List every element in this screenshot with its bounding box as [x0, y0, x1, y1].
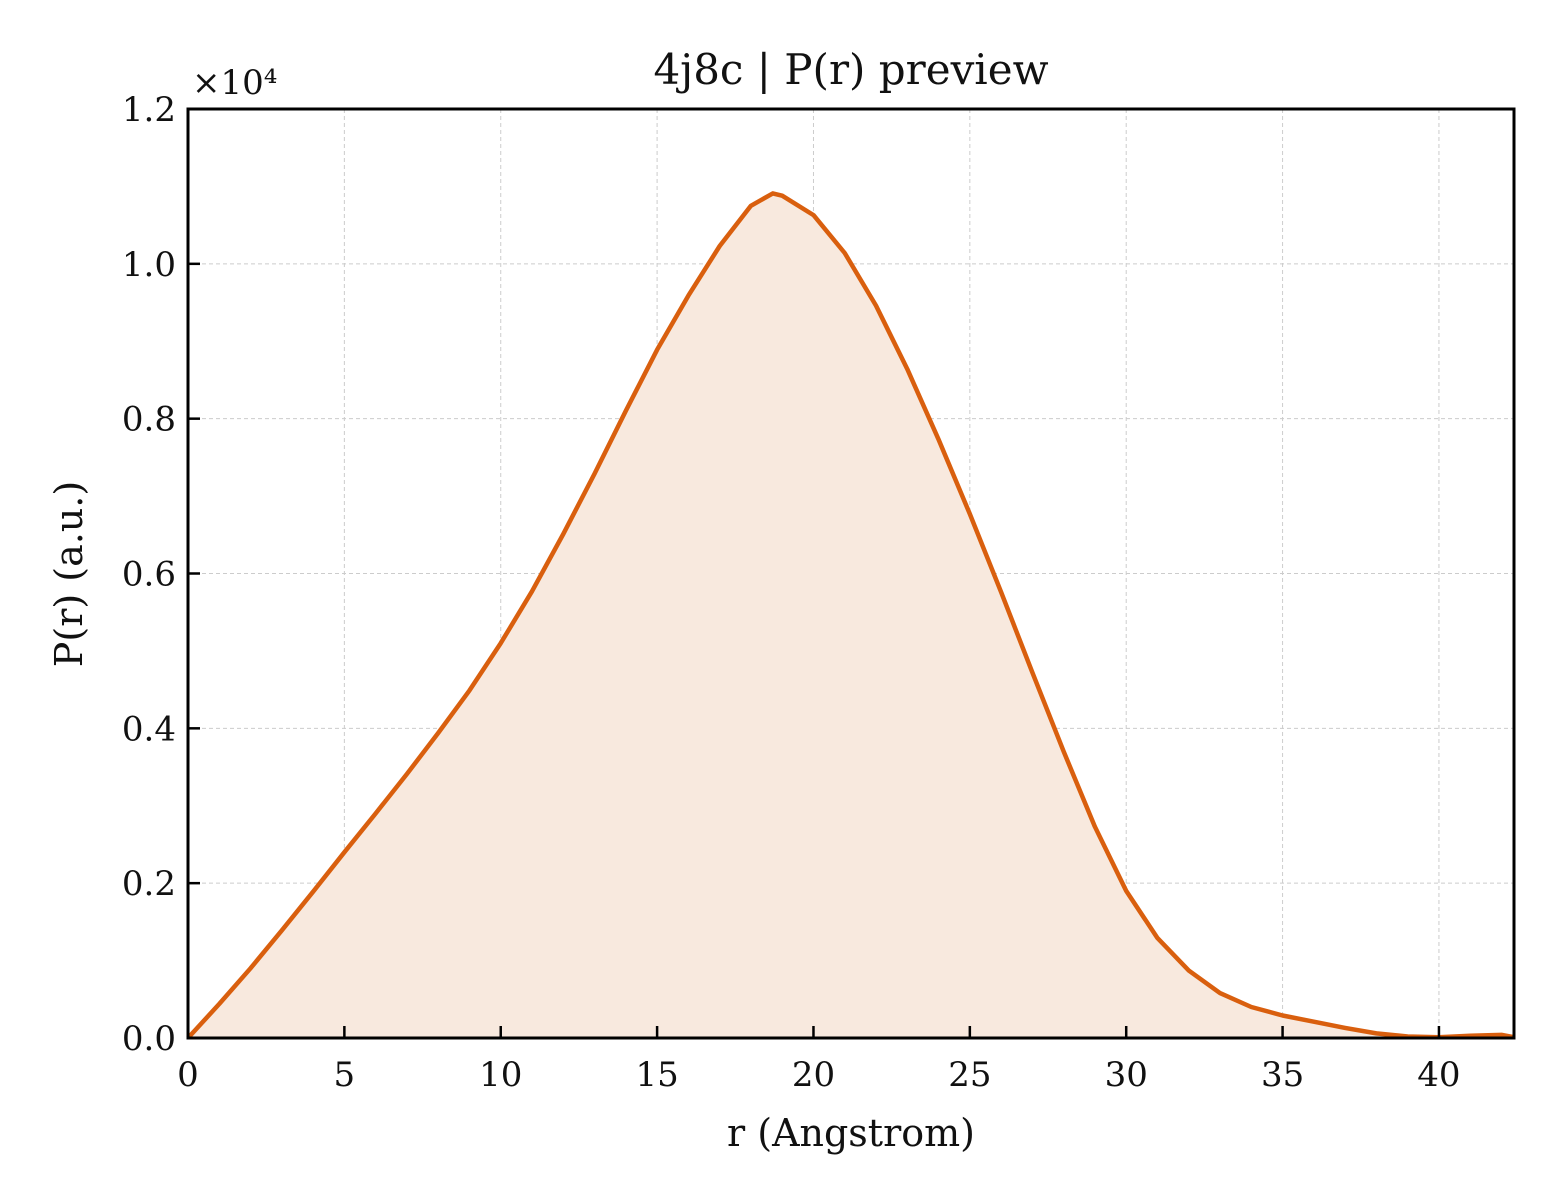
chart-title: 4j8c | P(r) preview: [653, 45, 1048, 94]
x-tick-label: 35: [1261, 1055, 1304, 1095]
y-tick-label: 1.2: [122, 90, 176, 130]
y-tick-labels: 0.0 0.2 0.4 0.6 0.8 1.0 1.2: [122, 90, 176, 1059]
x-tick-labels: 0 5 10 15 20 25 30 35 40: [177, 1055, 1460, 1095]
y-tick-label: 0.4: [122, 709, 176, 749]
y-tick-label: 0.0: [122, 1019, 176, 1059]
y-tick-label: 0.2: [122, 864, 176, 904]
x-axis-label: r (Angstrom): [727, 1111, 975, 1155]
x-tick-label: 5: [334, 1055, 356, 1095]
x-tick-label: 0: [177, 1055, 199, 1095]
pr-area-fill: [188, 193, 1514, 1038]
axis-ticks: [186, 107, 1441, 1040]
x-tick-label: 15: [635, 1055, 678, 1095]
x-tick-label: 25: [948, 1055, 991, 1095]
pr-series-line: [186, 191, 1515, 1040]
y-axis-label: P(r) (a.u.): [47, 481, 91, 667]
x-tick-label: 10: [479, 1055, 522, 1095]
y-tick-label: 0.8: [122, 400, 176, 440]
x-tick-label: 30: [1105, 1055, 1148, 1095]
y-offset-label: ×10⁴: [192, 63, 277, 103]
y-tick-label: 1.0: [122, 245, 176, 285]
x-tick-label: 40: [1417, 1055, 1460, 1095]
x-tick-label: 20: [792, 1055, 835, 1095]
y-tick-label: 0.6: [122, 555, 176, 595]
